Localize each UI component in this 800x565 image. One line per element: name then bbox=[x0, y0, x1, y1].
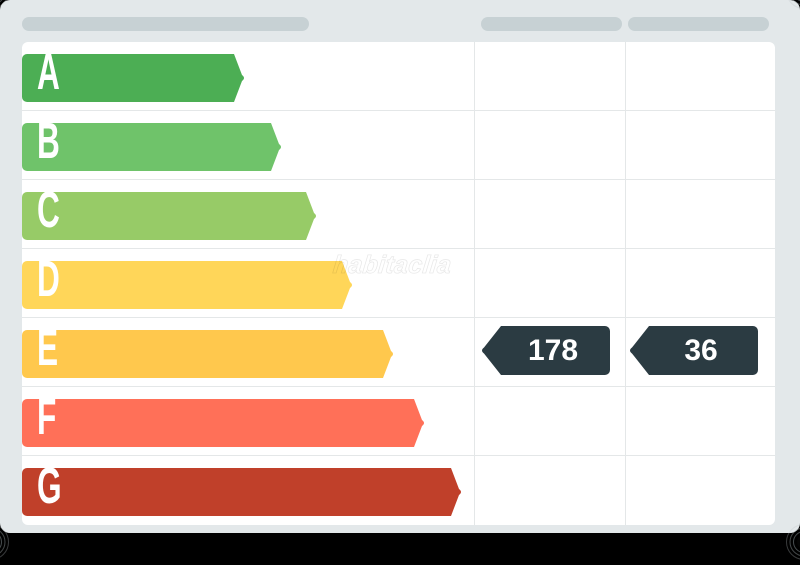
svg-text:F: F bbox=[37, 399, 56, 445]
svg-text:A: A bbox=[37, 54, 60, 100]
svg-text:E: E bbox=[37, 330, 58, 376]
svg-text:B: B bbox=[37, 123, 60, 169]
svg-text:C: C bbox=[37, 192, 60, 238]
svg-text:G: G bbox=[37, 468, 62, 514]
svg-text:D: D bbox=[37, 261, 60, 307]
